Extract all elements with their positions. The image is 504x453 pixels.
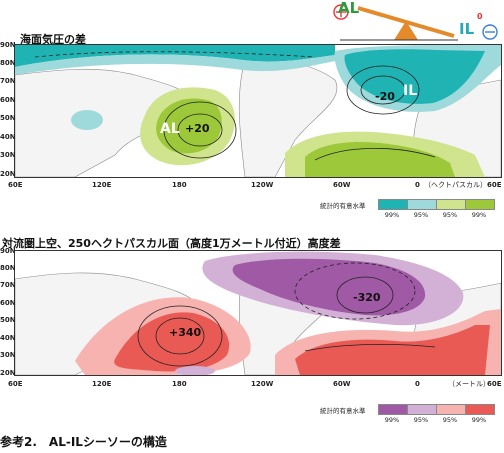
map2-lon-label: 60E (487, 380, 502, 388)
map2-lat-label: 80N (0, 264, 16, 272)
map1-lat-label: 90N (0, 41, 16, 49)
map1-frame: AL +20 IL -20 (14, 44, 502, 178)
map1-lon-label: 0 (415, 181, 420, 189)
map1-lat-label: 50N (0, 114, 16, 122)
map2-lon-label: 180 (172, 380, 187, 388)
map2-neg-value: -320 (353, 291, 381, 304)
map2-legend-title: 統計的有意水準 (320, 407, 366, 415)
seesaw-fulcrum (394, 21, 418, 40)
map2-legend-swatch (378, 404, 408, 415)
map1-lon-label: 120E (92, 181, 112, 189)
map2-legend-label: 95% (413, 416, 429, 424)
seesaw-al-label: AL (338, 0, 360, 17)
map1-il-value: -20 (375, 90, 395, 103)
map1-legend-label: 99% (384, 211, 400, 219)
map2-pos-value: +340 (169, 326, 202, 339)
figure-caption: 参考2. AL-ILシーソーの構造 (0, 435, 167, 449)
map1-legend-swatch (407, 199, 437, 210)
map2-lon-label: 120W (251, 380, 274, 388)
map1-lat-label: 20N (0, 170, 16, 178)
map2-lon-label: 120E (92, 380, 112, 388)
map2-lat-label: 50N (0, 316, 16, 324)
seesaw-superscript: 0 (477, 12, 483, 21)
map1-legend-label: 95% (442, 211, 458, 219)
map1-title: 海面気圧の差 (20, 33, 86, 46)
map2-legend-label: 99% (384, 416, 400, 424)
map1-teal-band (15, 45, 335, 67)
map1-legend-swatch (378, 199, 408, 210)
minus-icon (482, 24, 498, 40)
map1-unit: （ヘクトパスカル） (424, 181, 487, 189)
map2-lat-label: 30N (0, 351, 16, 359)
map2-title: 対流圏上空、250ヘクトパスカル面（高度1万メートル付近）高度差 (2, 237, 341, 250)
map1-lon-label: 120W (251, 181, 274, 189)
map2-frame: +340 -320 (14, 250, 502, 376)
map1-lat-label: 70N (0, 77, 16, 85)
map2-lat-label: 90N (0, 247, 16, 255)
map1-lat-label: 40N (0, 133, 16, 141)
map1-il-label: IL (403, 83, 418, 99)
map1-lon-label: 60E (487, 181, 502, 189)
map2-lon-label: 60E (8, 380, 23, 388)
map1-legend-label: 95% (413, 211, 429, 219)
map2-legend-swatch (436, 404, 466, 415)
seesaw-diagram: AL IL 0 (330, 0, 504, 42)
map2-unit: （メートル） (448, 380, 490, 388)
map1-lat-label: 80N (0, 59, 16, 67)
map2-lat-label: 70N (0, 281, 16, 289)
map2-lon-label: 0 (415, 380, 420, 388)
map1-lat-label: 30N (0, 151, 16, 159)
map2-legend-label: 95% (442, 416, 458, 424)
seesaw-il-label: IL (459, 20, 475, 38)
map2-lat-label: 40N (0, 334, 16, 342)
map2-lon-label: 60W (333, 380, 351, 388)
map1-lon-label: 60E (8, 181, 23, 189)
map1-legend-label: 99% (471, 211, 487, 219)
map1-legend-swatch (436, 199, 466, 210)
map1-al-value: +20 (185, 122, 210, 135)
map1-legend-swatch (465, 199, 495, 210)
map2-lat-label: 60N (0, 299, 16, 307)
map1-lat-label: 60N (0, 96, 16, 104)
map1-legend-title: 統計的有意水準 (320, 202, 366, 210)
map1-lon-label: 180 (172, 181, 187, 189)
map2-legend-label: 99% (471, 416, 487, 424)
plus-icon (333, 4, 349, 20)
map2-legend-swatch (465, 404, 495, 415)
map1-al-label: AL (160, 121, 180, 137)
map2-lat-label: 20N (0, 369, 16, 377)
map1-lon-label: 60W (333, 181, 351, 189)
map2-legend-swatch (407, 404, 437, 415)
